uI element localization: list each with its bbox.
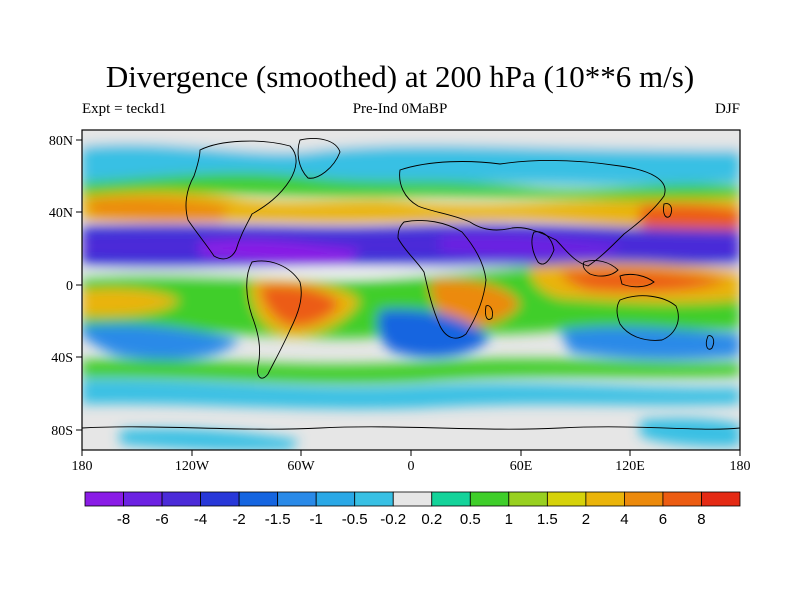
colorbar-swatch [585,491,625,507]
colorbar-swatch [392,491,433,507]
lon-tick-label: 180 [730,459,751,474]
colorbar-label: -1.5 [265,511,291,528]
colorbar: -8 -6 -4 -2 -1.5 -1 -0.5 -0.2 0.2 0.5 1 1.5 2 4 6 8 [84,491,741,528]
colorbar-swatch [546,491,587,507]
lon-tick-label: 60E [510,459,533,474]
lon-tick-label: 60W [287,459,315,474]
lat-tick-label: 80N [49,134,73,149]
colorbar-label: 8 [697,511,705,528]
chart-title: Divergence (smoothed) at 200 hPa (10**6 … [105,59,695,94]
lon-tick-label: 120E [615,459,645,474]
lon-tick-label: 120W [175,459,210,474]
lat-tick-label: 40N [49,206,73,221]
colorbar-label: -6 [155,511,168,528]
colorbar-swatch [84,491,124,507]
colorbar-swatch [200,491,240,507]
colorbar-swatch [161,491,201,507]
season-label: DJF [714,101,740,117]
coastlines [82,138,740,430]
colorbar-label: 2 [582,511,590,528]
lat-tick-label: 40S [51,351,73,366]
period-label: Pre-Ind 0MaBP [352,101,448,117]
colorbar-swatch [508,491,548,507]
colorbar-swatch [123,491,163,507]
experiment-label: Expt = teckd1 [82,101,167,117]
colorbar-label: 1.5 [537,511,558,528]
colorbar-swatch [431,491,471,507]
colorbar-swatch [238,491,279,507]
axis-ticks [76,139,741,456]
colorbar-label: -1 [310,511,323,528]
colorbar-label: -2 [232,511,245,528]
colorbar-swatch [469,491,510,507]
lon-tick-label: 180 [72,459,93,474]
lat-tick-label: 80S [51,424,73,439]
colorbar-swatch [662,491,702,507]
colorbar-swatch [624,491,664,507]
colorbar-label: -8 [117,511,130,528]
colorbar-label: -0.2 [380,511,406,528]
colorbar-label: -4 [194,511,207,528]
colorbar-swatch [277,491,317,507]
lat-tick-label: 0 [66,279,73,294]
colorbar-label: 4 [620,511,628,528]
colorbar-swatch [701,491,741,507]
colorbar-label: -0.5 [342,511,368,528]
colorbar-label: 0.2 [421,511,442,528]
colorbar-label: 6 [659,511,667,528]
colorbar-label: 1 [505,511,513,528]
colorbar-label: 0.5 [460,511,481,528]
colorbar-swatch [354,491,394,507]
contour-fill [82,130,740,450]
colorbar-swatch [315,491,356,507]
lon-tick-label: 0 [408,459,415,474]
